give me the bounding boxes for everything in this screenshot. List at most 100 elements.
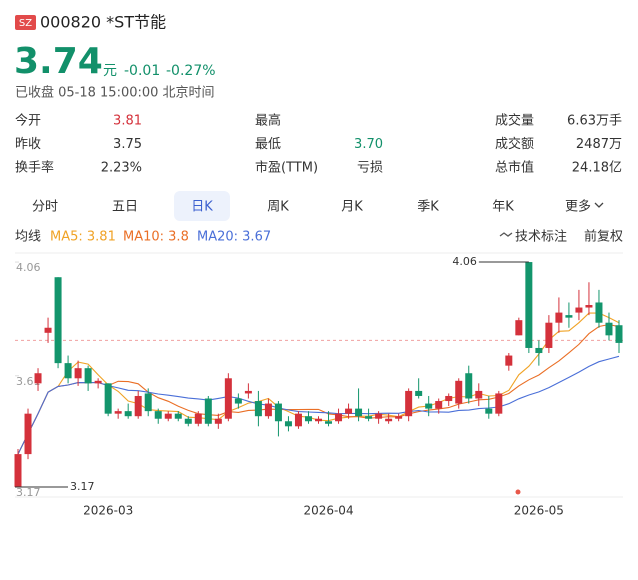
- candle-body: [144, 393, 152, 412]
- candle-body: [124, 411, 132, 417]
- candle-body: [435, 401, 443, 409]
- badge: SZ: [19, 18, 32, 29]
- stat-label: 总市值: [495, 160, 534, 176]
- tab[interactable]: 分时: [32, 200, 58, 215]
- ma-legend: MA5: 3.81: [50, 230, 116, 245]
- candle-body: [264, 403, 272, 417]
- candle-body: [565, 315, 573, 318]
- candle-body: [485, 408, 493, 414]
- candle-body: [535, 347, 543, 354]
- candle-body: [335, 413, 343, 422]
- candle-body: [515, 320, 523, 336]
- candle-body: [525, 262, 533, 348]
- candle-body: [385, 418, 393, 422]
- badge-bg: [15, 15, 36, 30]
- stat-label: 换手率: [15, 160, 54, 176]
- y-tick-label: 4.06: [16, 261, 41, 274]
- candle-body: [355, 408, 363, 417]
- tab[interactable]: 周K: [267, 200, 289, 215]
- stat-label: 成交量: [495, 113, 534, 129]
- change-pct: -0.27%: [166, 63, 216, 79]
- event-dot: [515, 489, 521, 495]
- candle-body: [204, 398, 212, 424]
- status: 已收盘 05-18 15:00:00 北京时间: [15, 85, 215, 101]
- candle-body: [224, 378, 232, 419]
- tab[interactable]: 年K: [492, 200, 514, 215]
- candle-body: [54, 277, 62, 364]
- candle-body: [244, 390, 252, 394]
- candle-body: [94, 380, 102, 384]
- candle-body: [465, 373, 473, 399]
- candle-body: [164, 413, 172, 419]
- candle-body: [294, 413, 302, 427]
- stat-value: 亏损: [357, 161, 383, 176]
- candle-body: [455, 380, 463, 404]
- candle-body: [114, 411, 122, 414]
- ma-legend: MA10: 3.8: [123, 230, 189, 245]
- stat-value: 2.23%: [101, 161, 142, 176]
- stat-label: 最高: [255, 113, 281, 129]
- tab-active-bg: [174, 191, 230, 221]
- candle-body: [495, 393, 503, 414]
- candle-body: [134, 395, 142, 417]
- mark-tool[interactable]: 技术标注: [515, 230, 567, 245]
- stat-value: 3.75: [113, 137, 142, 152]
- mark-icon: [499, 232, 513, 237]
- candle-body: [605, 322, 613, 336]
- candle-body: [184, 418, 192, 424]
- candle-body: [74, 368, 82, 379]
- chevron: [594, 202, 604, 208]
- tab[interactable]: 更多: [565, 199, 591, 215]
- candle-body: [254, 401, 262, 417]
- tab[interactable]: 五日: [112, 200, 138, 215]
- candle-body: [475, 390, 483, 399]
- candle-body: [14, 454, 22, 487]
- x-tick-label: 2026-05: [514, 504, 564, 518]
- candle-body: [234, 398, 242, 404]
- candle-body: [415, 390, 423, 396]
- candle-body: [214, 418, 222, 424]
- candle-body: [315, 418, 322, 422]
- change: -0.01: [124, 63, 160, 79]
- candle-body: [575, 307, 583, 313]
- tab[interactable]: 日K: [191, 200, 213, 215]
- stat-label: 最低: [255, 137, 281, 152]
- ma-label: 均线: [15, 230, 41, 245]
- stat-value: 2487万: [576, 137, 622, 152]
- candle-body: [325, 421, 333, 424]
- candle-body: [154, 411, 162, 419]
- stat-value: 3.81: [113, 114, 142, 129]
- candle-body: [64, 363, 72, 379]
- stat-label: 昨收: [15, 137, 41, 152]
- tabs: 分时 五日 日K 周K 月K 季K 年K 更多: [32, 199, 591, 215]
- stat-value: 24.18亿: [572, 161, 622, 176]
- candle-body: [375, 413, 383, 419]
- x-tick-label: 2026-04: [303, 504, 353, 518]
- candle-body: [274, 403, 282, 422]
- adjust-tool[interactable]: 前复权: [584, 229, 623, 245]
- stat-label: 成交额: [495, 136, 534, 152]
- tab[interactable]: 季K: [417, 200, 439, 215]
- candle-body: [585, 305, 593, 308]
- candle-body: [345, 408, 353, 414]
- candle-body: [615, 325, 623, 343]
- stock-title: 000820 *ST节能: [40, 13, 166, 32]
- stat-value: 6.63万手: [567, 114, 622, 129]
- indicators: 均线 MA5: 3.81 MA10: 3.8 MA20: 3.67: [15, 230, 271, 245]
- candle-body: [555, 312, 563, 323]
- stat-label: 市盈(TTM): [255, 160, 318, 176]
- stat-value: 3.70: [354, 137, 383, 152]
- tab[interactable]: 月K: [341, 200, 363, 215]
- candle-body: [34, 373, 42, 384]
- candle-body: [425, 403, 433, 409]
- candle-body: [84, 368, 92, 384]
- kline-chart: 4.06 3.61 3.17 2026-03 2026-04 2026-05 4.06 3.1…: [14, 252, 623, 518]
- candle-body: [174, 413, 182, 419]
- candle-body: [595, 302, 603, 323]
- annotation: 3.17: [70, 480, 95, 493]
- candle-body: [24, 413, 32, 455]
- ma-line: [17, 355, 620, 455]
- candle-body: [304, 416, 312, 422]
